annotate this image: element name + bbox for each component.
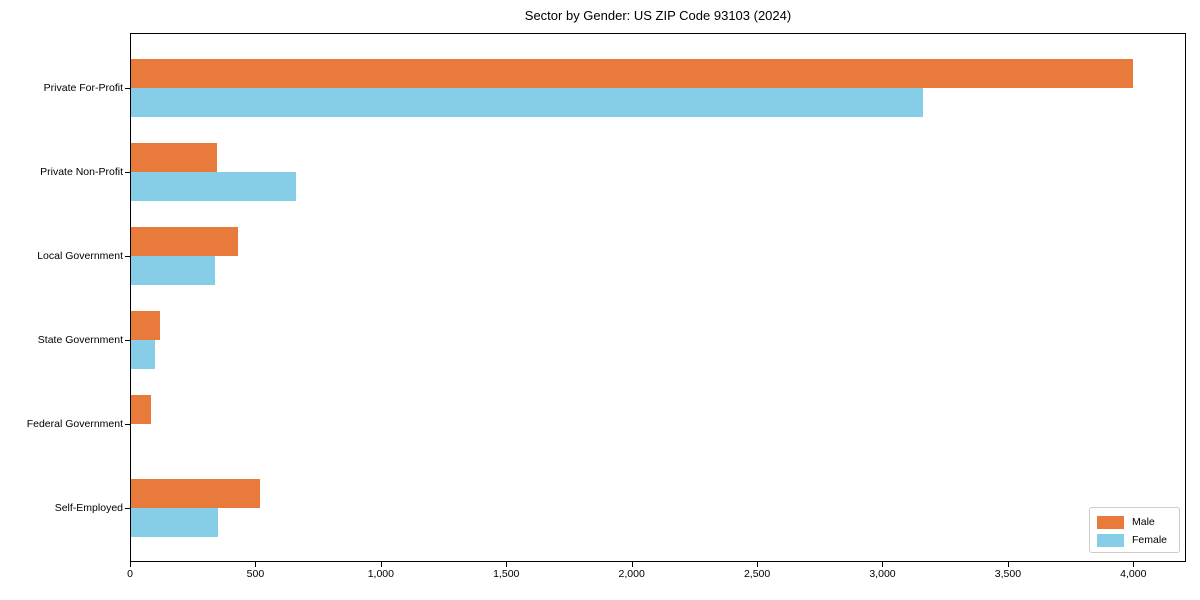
y-axis-tick: [125, 172, 130, 173]
x-axis-tick: [631, 562, 633, 567]
x-tick-label: 1,000: [367, 568, 394, 580]
x-axis-tick: [506, 562, 508, 567]
x-tick-label: 3,000: [869, 568, 896, 580]
x-tick-label: 500: [246, 568, 265, 580]
bar-female-1: [131, 172, 296, 201]
x-axis-tick: [757, 562, 759, 567]
bar-female-3: [131, 340, 156, 369]
x-tick-label: 1,500: [493, 568, 520, 580]
x-axis-tick: [1133, 562, 1135, 567]
y-tick-label: Self-Employed: [54, 502, 123, 514]
x-axis-tick: [380, 562, 382, 567]
bar-female-0: [131, 88, 923, 117]
y-tick-label: State Government: [37, 334, 123, 346]
bar-male-3: [131, 311, 161, 340]
x-axis-tick: [130, 562, 131, 567]
bar-male-2: [131, 227, 238, 256]
x-tick-label: 3,500: [994, 568, 1022, 580]
x-tick-label: 4,000: [1120, 568, 1147, 580]
y-tick-label: Private Non-Profit: [40, 166, 123, 178]
y-axis-tick: [125, 340, 130, 341]
legend-swatch-female: [1097, 533, 1124, 547]
x-axis-tick: [255, 562, 257, 567]
y-axis-tick: [125, 424, 130, 425]
x-tick-label: 2,000: [618, 568, 645, 580]
x-axis-tick: [1007, 562, 1009, 567]
y-tick-label: Federal Government: [26, 418, 123, 430]
y-axis-tick: [125, 508, 130, 509]
bar-male-5: [131, 479, 261, 508]
bar-female-2: [131, 256, 216, 285]
legend-label: Female: [1132, 534, 1168, 546]
legend-swatch-male: [1097, 515, 1124, 529]
x-tick-label: 0: [127, 568, 133, 580]
y-axis-tick: [125, 88, 130, 89]
x-tick-label: 2,500: [743, 568, 771, 580]
bar-male-4: [131, 395, 152, 424]
y-tick-label: Local Government: [37, 250, 123, 262]
legend: Male Female: [1089, 507, 1180, 553]
y-tick-label: Private For-Profit: [43, 82, 123, 94]
bar-male-1: [131, 143, 217, 172]
plot-area: [130, 33, 1186, 562]
chart-title: Sector by Gender: US ZIP Code 93103 (202…: [524, 8, 792, 23]
legend-entry-male: Male: [1097, 513, 1172, 531]
bar-male-0: [131, 59, 1134, 88]
x-axis-tick: [882, 562, 884, 567]
legend-label: Male: [1132, 516, 1155, 528]
bar-female-5: [131, 508, 218, 537]
y-axis-tick: [125, 256, 130, 257]
legend-entry-female: Female: [1097, 531, 1172, 549]
